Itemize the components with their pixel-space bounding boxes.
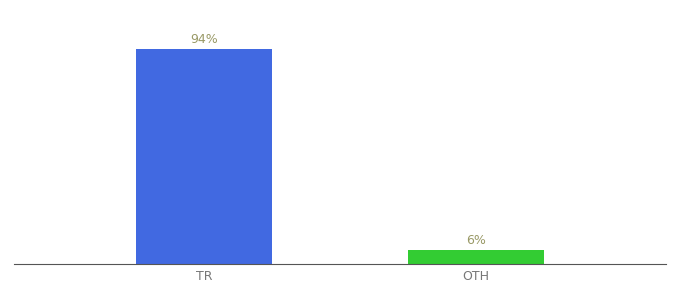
Bar — [408, 250, 544, 264]
Bar — [136, 49, 272, 264]
Text: 6%: 6% — [466, 234, 486, 247]
Text: 94%: 94% — [190, 33, 218, 46]
